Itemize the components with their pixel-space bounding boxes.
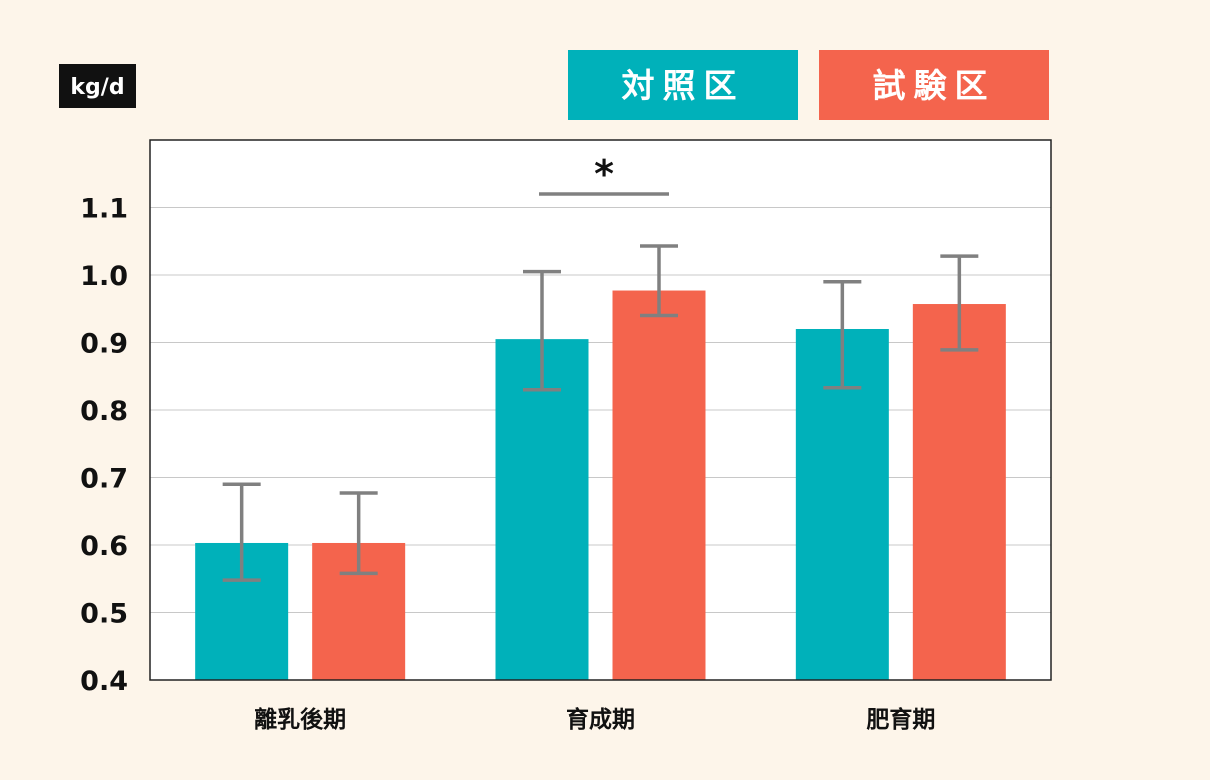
unit-badge-bg [59, 64, 136, 108]
error-bar [222, 482, 261, 582]
unit-label: kg/d [70, 75, 124, 100]
legend-label: 試験区 [873, 66, 996, 105]
legend-swatch [819, 50, 1049, 120]
y-tick-label: 0.7 [80, 464, 128, 495]
bar [612, 290, 706, 680]
legend-label: 対照区 [622, 66, 745, 105]
legend-item: 試験区 [819, 50, 1049, 120]
error-bar [640, 244, 678, 318]
y-tick-label: 0.4 [80, 666, 128, 697]
error-bar [339, 491, 378, 576]
legend-item: 対照区 [568, 50, 798, 120]
unit-badge: kg/d [59, 64, 136, 108]
y-tick-label: 1.1 [80, 194, 128, 225]
x-tick-label: 肥育期 [866, 706, 935, 733]
error-bar [823, 280, 862, 390]
y-tick-label: 1.0 [80, 261, 128, 292]
legend-swatch [568, 50, 798, 120]
plot-border [149, 139, 1052, 681]
significance-star: * [594, 152, 614, 196]
error-bar [523, 269, 561, 392]
y-tick-label: 0.5 [80, 599, 128, 630]
y-tick-label: 0.6 [80, 531, 128, 562]
bar [912, 304, 1006, 680]
x-tick-label: 離乳後期 [254, 706, 346, 733]
y-tick-label: 0.8 [80, 396, 128, 427]
x-tick-label: 育成期 [566, 706, 635, 733]
bar [495, 339, 589, 680]
error-bar [940, 254, 979, 352]
y-tick-label: 0.9 [80, 329, 128, 360]
